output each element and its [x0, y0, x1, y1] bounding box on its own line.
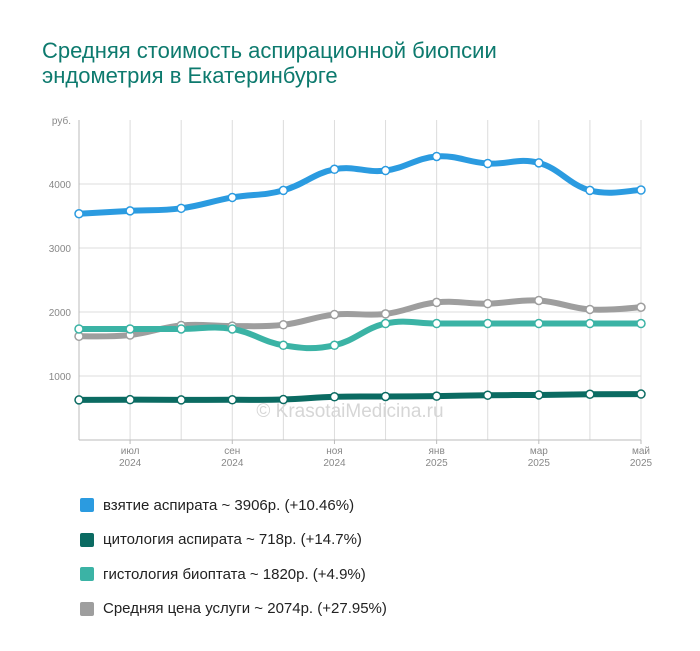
legend-item-0[interactable]: взятие аспирата ~ 3906р. (+10.46%) [80, 488, 387, 523]
data-point-series-2 [74, 324, 84, 334]
x-tick-label-year: 2025 [426, 458, 449, 469]
x-tick-label-month: июл [121, 446, 140, 457]
x-tick-label-year: 2024 [221, 458, 244, 469]
data-point-series-2 [636, 318, 646, 329]
line-chart: руб.1000200030004000июл2024сен2024ноя202… [49, 115, 653, 469]
data-point-series-0 [380, 165, 391, 176]
data-point-series-1 [329, 392, 340, 402]
data-point-series-0 [636, 185, 646, 195]
x-tick-label-month: янв [429, 446, 445, 457]
data-point-series-3 [431, 297, 442, 308]
series-line-1 [76, 391, 644, 403]
y-tick-label: 2000 [49, 308, 72, 319]
x-tick-label-year: 2025 [630, 458, 653, 469]
legend-label: Средняя цена услуги ~ 2074р. (+27.95%) [103, 600, 387, 618]
data-point-series-0 [176, 203, 186, 214]
chart-title: Средняя стоимость аспирационной биопсии … [42, 38, 642, 88]
data-point-series-1 [636, 389, 646, 399]
data-point-series-3 [278, 320, 289, 330]
x-tick-label-year: 2025 [528, 458, 551, 469]
data-point-series-0 [278, 185, 289, 196]
data-point-series-3 [585, 304, 595, 315]
x-tick-label-month: ноя [326, 446, 343, 457]
legend-item-3[interactable]: Средняя цена услуги ~ 2074р. (+27.95%) [80, 592, 387, 627]
data-point-series-1 [125, 394, 135, 405]
data-point-series-3 [329, 309, 340, 320]
chart-title-line-1: Средняя стоимость аспирационной биопсии [42, 38, 497, 63]
data-point-series-1 [585, 389, 595, 399]
x-tick-label-year: 2024 [323, 458, 346, 469]
legend-label: гистология биоптата ~ 1820р. (+4.9%) [103, 565, 366, 583]
y-axis-unit-label: руб. [52, 115, 71, 127]
watermark-text: © KrasotaiMedicina.ru [256, 401, 443, 422]
x-tick-label-month: май [632, 446, 650, 457]
legend-item-2[interactable]: гистология биоптата ~ 1820р. (+4.9%) [80, 557, 387, 592]
legend-item-1[interactable]: цитология аспирата ~ 718р. (+14.7%) [80, 523, 387, 558]
data-point-series-2 [482, 318, 493, 329]
y-tick-label: 4000 [49, 180, 72, 191]
data-point-series-3 [482, 298, 493, 309]
x-tick-label-year: 2024 [119, 458, 142, 469]
data-point-series-2 [380, 318, 391, 329]
data-point-series-0 [125, 206, 135, 216]
data-point-series-0 [585, 185, 595, 196]
data-point-series-2 [534, 318, 544, 329]
data-point-series-1 [482, 390, 493, 400]
chart-title-line-2: эндометрия в Екатеринбурге [42, 63, 338, 88]
data-point-series-2 [585, 318, 595, 329]
data-point-series-2 [125, 324, 135, 334]
data-point-series-1 [534, 390, 544, 400]
data-point-series-2 [176, 324, 186, 334]
data-point-series-3 [380, 309, 391, 319]
x-tick-label-month: мар [530, 446, 548, 457]
data-point-series-1 [380, 391, 391, 402]
series-line-0 [76, 153, 644, 217]
data-point-series-0 [482, 158, 493, 169]
legend-swatch [80, 498, 94, 513]
legend-label: цитология аспирата ~ 718р. (+14.7%) [103, 531, 362, 549]
y-tick-label: 1000 [49, 372, 72, 383]
data-point-series-0 [534, 158, 544, 168]
data-point-series-1 [74, 395, 84, 405]
data-point-series-0 [227, 192, 238, 203]
y-tick-label: 3000 [49, 244, 72, 255]
data-point-series-1 [227, 395, 238, 405]
data-point-series-2 [227, 324, 238, 334]
chart-legend: взятие аспирата ~ 3906р. (+10.46%) цитоло… [80, 488, 387, 626]
legend-swatch [80, 601, 94, 616]
data-point-series-0 [74, 209, 84, 219]
data-point-series-3 [534, 295, 544, 306]
legend-swatch [80, 567, 94, 582]
data-point-series-1 [176, 395, 186, 405]
data-point-series-2 [278, 340, 289, 351]
data-point-series-3 [636, 302, 646, 313]
data-point-series-2 [431, 318, 442, 329]
series-line-2 [76, 318, 644, 352]
data-point-series-0 [431, 151, 442, 162]
data-point-series-2 [329, 340, 340, 351]
legend-swatch [80, 532, 94, 547]
legend-label: взятие аспирата ~ 3906р. (+10.46%) [103, 496, 355, 514]
data-point-series-1 [431, 391, 442, 401]
data-point-series-1 [278, 394, 289, 405]
data-point-series-0 [329, 164, 340, 175]
x-tick-label-month: сен [224, 446, 240, 457]
